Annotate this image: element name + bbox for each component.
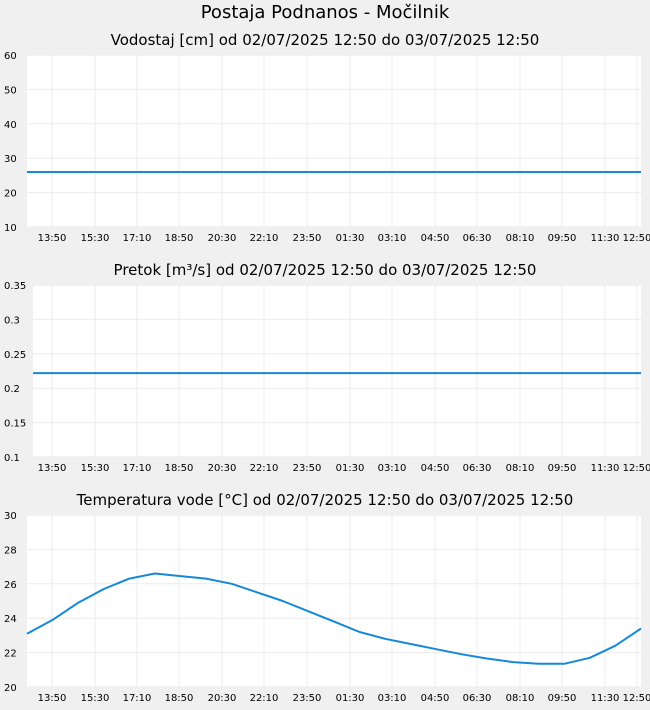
plot-area <box>27 55 641 227</box>
water-temperature-chart: Temperatura vode [°C] od 02/07/2025 12:5… <box>0 490 650 710</box>
x-tick-label: 20:30 <box>208 463 237 474</box>
x-tick-label: 13:50 <box>38 233 67 244</box>
x-tick-label: 11:30 <box>591 693 620 704</box>
y-tick-label: 30 <box>4 511 17 522</box>
x-tick-label: 03:10 <box>378 693 407 704</box>
x-tick-label: 01:30 <box>336 463 365 474</box>
x-tick-label: 23:50 <box>293 463 322 474</box>
y-tick-label: 0.2 <box>4 384 20 395</box>
x-tick-label: 08:10 <box>506 233 535 244</box>
x-tick-label: 17:10 <box>123 693 152 704</box>
y-tick-label: 0.1 <box>4 453 20 464</box>
y-tick-label: 50 <box>4 85 17 96</box>
x-tick-label: 03:10 <box>378 233 407 244</box>
water-level-chart: Vodostaj [cm] od 02/07/2025 12:50 do 03/… <box>0 30 650 250</box>
x-tick-label: 20:30 <box>208 693 237 704</box>
y-tick-label: 0.35 <box>4 281 26 292</box>
y-tick-label: 20 <box>4 189 17 200</box>
x-tick-label: 18:50 <box>165 463 194 474</box>
plot-area <box>27 515 641 687</box>
x-tick-label: 17:10 <box>123 233 152 244</box>
y-tick-label: 28 <box>4 545 17 556</box>
x-tick-label: 22:10 <box>250 693 279 704</box>
x-tick-label: 08:10 <box>506 463 535 474</box>
x-tick-label: 03:10 <box>378 463 407 474</box>
x-tick-label: 09:50 <box>548 693 577 704</box>
x-tick-label: 06:30 <box>463 233 492 244</box>
x-tick-label: 22:10 <box>250 233 279 244</box>
y-tick-label: 0.25 <box>4 350 26 361</box>
x-tick-label: 01:30 <box>336 693 365 704</box>
x-tick-label: 06:30 <box>463 463 492 474</box>
x-tick-label: 20:30 <box>208 233 237 244</box>
y-tick-label: 20 <box>4 683 17 694</box>
water-temperature-plot: 30 28 26 24 22 20 13:50 15:30 17:10 18:50 20:30 22:… <box>4 511 650 704</box>
x-tick-label: 22:10 <box>250 463 279 474</box>
x-tick-label: 12:50 <box>623 693 650 704</box>
y-tick-label: 40 <box>4 120 17 131</box>
x-tick-label: 11:30 <box>591 233 620 244</box>
x-tick-label: 12:50 <box>623 233 650 244</box>
x-tick-label: 13:50 <box>38 693 67 704</box>
x-tick-label: 06:30 <box>463 693 492 704</box>
x-tick-label: 01:30 <box>336 233 365 244</box>
x-tick-label: 12:50 <box>623 463 650 474</box>
station-title: Postaja Podnanos - Močilnik <box>200 2 450 23</box>
x-tick-label: 18:50 <box>165 233 194 244</box>
x-tick-label: 18:50 <box>165 693 194 704</box>
discharge-chart: Pretok [m³/s] od 02/07/2025 12:50 do 03/… <box>0 260 650 480</box>
y-tick-label: 10 <box>4 223 17 234</box>
x-tick-label: 15:30 <box>81 233 110 244</box>
plot-area <box>33 285 641 457</box>
x-tick-label: 04:50 <box>421 693 450 704</box>
y-tick-label: 60 <box>4 51 17 62</box>
x-tick-label: 15:30 <box>81 693 110 704</box>
water-level-chart-title: Vodostaj [cm] od 02/07/2025 12:50 do 03/… <box>110 31 540 49</box>
x-tick-label: 23:50 <box>293 233 322 244</box>
y-tick-label: 24 <box>4 614 17 625</box>
x-tick-label: 17:10 <box>123 463 152 474</box>
series-line <box>26 572 642 665</box>
x-tick-label: 04:50 <box>421 463 450 474</box>
water-level-plot: 60 50 40 30 20 10 13:50 15:30 17:10 18:50 20:30 22:… <box>4 51 650 244</box>
x-tick-label: 09:50 <box>548 233 577 244</box>
x-tick-label: 15:30 <box>81 463 110 474</box>
x-tick-label: 04:50 <box>421 233 450 244</box>
x-tick-label: 13:50 <box>38 463 67 474</box>
x-tick-label: 23:50 <box>293 693 322 704</box>
x-tick-label: 08:10 <box>506 693 535 704</box>
discharge-chart-title: Pretok [m³/s] od 02/07/2025 12:50 do 03/… <box>113 261 537 279</box>
x-tick-label: 09:50 <box>548 463 577 474</box>
discharge-plot: 0.35 0.3 0.25 0.2 0.15 0.1 13:50 15:30 17:10 18:5… <box>4 281 650 474</box>
y-tick-label: 22 <box>4 649 17 660</box>
water-temperature-chart-title: Temperatura vode [°C] od 02/07/2025 12:5… <box>76 491 574 509</box>
y-tick-label: 0.15 <box>4 419 26 430</box>
y-tick-label: 30 <box>4 154 17 165</box>
x-tick-label: 11:30 <box>591 463 620 474</box>
y-tick-label: 0.3 <box>4 315 20 326</box>
y-tick-label: 26 <box>4 580 17 591</box>
